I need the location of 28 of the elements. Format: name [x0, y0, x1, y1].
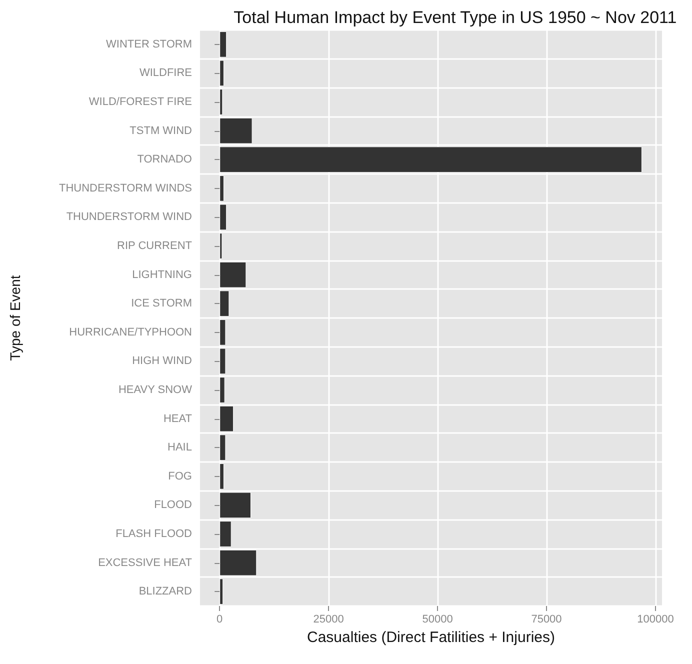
x-tick-label: 0	[216, 614, 223, 626]
y-tick-label: TORNADO	[137, 154, 192, 166]
y-tick-label: HURRICANE/TYPHOON	[69, 326, 192, 338]
y-tick-label: WILDFIRE	[139, 67, 192, 80]
y-tick-label: WILD/FOREST FIRE	[88, 96, 192, 108]
y-tick-label: HEAVY SNOW	[118, 384, 193, 396]
y-tick-label: WINTER STORM	[106, 38, 192, 50]
y-tick-label: BLIZZARD	[138, 586, 192, 598]
x-tick-label: 50000	[422, 614, 453, 626]
y-tick-label: TSTM WIND	[130, 124, 192, 137]
y-tick-label: ICE STORM	[131, 298, 192, 310]
x-tick-label: 25000	[313, 614, 344, 626]
y-tick-label: LIGHTNING	[132, 268, 192, 281]
y-axis-title: Type of Event	[7, 275, 23, 361]
x-tick-label: 100000	[637, 614, 674, 626]
x-tick-label: 75000	[531, 614, 562, 626]
y-tick-label: EXCESSIVE HEAT	[98, 556, 192, 569]
y-tick-label: FLASH FLOOD	[116, 528, 192, 540]
y-tick-label: RIP CURRENT	[117, 240, 192, 252]
y-tick-label: THUNDERSTORM WIND	[66, 211, 192, 224]
chart-title: Total Human Impact by Event Type in US 1950 ~ Nov 2011	[234, 8, 677, 27]
y-tick-label: HEAT	[163, 412, 192, 425]
y-tick-label: FLOOD	[154, 499, 192, 512]
y-tick-label: HIGH WIND	[132, 355, 192, 368]
y-tick-label: HAIL	[168, 442, 192, 454]
y-tick-label: THUNDERSTORM WINDS	[58, 182, 192, 194]
y-tick-label: FOG	[168, 470, 192, 482]
x-axis-title: Casualties (Direct Fatilities + Injuries)	[307, 629, 555, 646]
